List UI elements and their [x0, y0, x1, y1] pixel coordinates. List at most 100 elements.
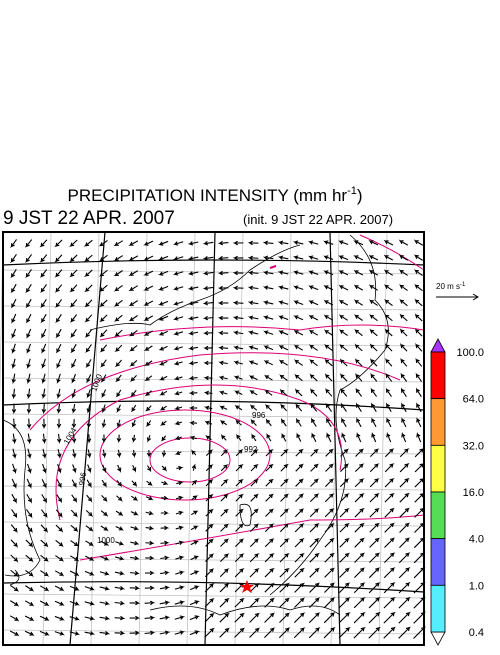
- wind-vector: [205, 508, 214, 517]
- wind-vector: [279, 523, 290, 533]
- wind-vector: [40, 524, 48, 534]
- isobar: [99, 324, 425, 341]
- wind-vector: [189, 435, 197, 441]
- wind-vector: [187, 331, 199, 336]
- wind-vector: [86, 389, 91, 399]
- wind-vector: [324, 358, 333, 367]
- wind-vector: [70, 524, 79, 533]
- wind-vector: [384, 343, 393, 352]
- wind-vector: [102, 464, 107, 474]
- wind-vector: [277, 255, 289, 260]
- wind-vector: [161, 465, 167, 472]
- wind-vector: [117, 464, 122, 474]
- wind-vector: [159, 615, 171, 620]
- wind-vector: [203, 405, 213, 411]
- wind-vector: [145, 510, 154, 516]
- wind-vector: [56, 479, 62, 489]
- wind-vector: [142, 240, 154, 246]
- wind-vector: [25, 328, 32, 339]
- wind-vector: [130, 404, 137, 413]
- wind-vector: [113, 255, 123, 262]
- wind-vector: [205, 538, 215, 547]
- wind-vector: [174, 450, 182, 456]
- wind-vector: [293, 344, 304, 351]
- isobar: [55, 384, 343, 521]
- wind-vector: [398, 596, 411, 609]
- wind-vector: [173, 391, 183, 396]
- wind-reference: 20 m s-1: [436, 282, 479, 301]
- wind-vector: [115, 556, 125, 561]
- wind-vector: [11, 403, 17, 415]
- wind-vector: [247, 315, 259, 320]
- wind-vector: [26, 433, 32, 445]
- wind-vector: [83, 269, 93, 277]
- wind-vector: [160, 495, 169, 501]
- wind-vector: [294, 597, 306, 608]
- wind-vector: [323, 314, 334, 321]
- wind-vector: [385, 357, 393, 367]
- wind-vector: [356, 402, 362, 412]
- parallel: [2, 259, 425, 266]
- wind-vector: [129, 600, 141, 606]
- wind-vector: [101, 404, 106, 414]
- wind-vector: [311, 432, 317, 443]
- wind-vector: [325, 448, 335, 457]
- grid-line: [282, 231, 292, 646]
- wind-vector: [128, 255, 139, 261]
- wind-vector: [202, 330, 214, 336]
- wind-vector: [338, 240, 349, 246]
- wind-vector: [143, 330, 153, 336]
- wind-vector: [55, 539, 64, 548]
- wind-vector: [293, 612, 306, 624]
- wind-vector: [41, 358, 46, 369]
- wind-vector: [324, 537, 335, 548]
- wind-vector: [189, 420, 198, 426]
- wind-vector: [202, 241, 214, 246]
- wind-vector: [71, 373, 77, 384]
- wind-vector: [99, 630, 111, 636]
- wind-vector: [280, 403, 288, 412]
- wind-vector: [309, 537, 320, 548]
- wind-vector: [203, 360, 213, 366]
- wind-vector: [98, 269, 108, 277]
- wind-vector: [414, 313, 423, 322]
- wind-vector: [115, 541, 125, 546]
- wind-vector: [10, 283, 17, 294]
- wind-vector: [399, 492, 410, 503]
- wind-vector: [338, 582, 351, 594]
- wind-vector: [399, 448, 410, 458]
- wind-vector: [340, 387, 348, 397]
- wind-vector: [341, 431, 347, 443]
- wind-vector: [247, 270, 259, 276]
- wind-vector: [220, 478, 229, 487]
- wind-vector: [145, 525, 155, 531]
- wind-vector: [190, 510, 199, 516]
- wind-vector: [235, 523, 245, 532]
- wind-vector: [356, 417, 362, 428]
- wind-vector: [85, 555, 95, 562]
- wind-vector: [278, 627, 291, 639]
- wind-vector: [368, 567, 381, 579]
- wind-vector: [56, 388, 61, 399]
- wind-reference-label: 20 m s-1: [436, 282, 466, 291]
- isobar: [269, 265, 277, 269]
- wind-vector: [294, 373, 303, 382]
- wind-vector: [399, 537, 411, 548]
- wind-vector: [293, 270, 304, 275]
- wind-vector: [280, 493, 290, 502]
- wind-reference-text: 20 m s: [436, 282, 460, 291]
- wind-vector: [143, 360, 153, 366]
- wind-vector: [83, 239, 93, 247]
- wind-vector: [415, 372, 422, 382]
- wind-vector: [147, 465, 152, 473]
- wind-vector: [114, 600, 126, 606]
- wind-vector: [116, 449, 122, 459]
- wind-vector: [99, 344, 108, 353]
- wind-vector: [323, 597, 336, 609]
- wind-vector: [69, 284, 78, 293]
- wind-vector: [101, 495, 108, 503]
- wind-vector: [339, 508, 350, 518]
- wind-vector: [143, 255, 154, 261]
- wind-vector: [309, 493, 320, 503]
